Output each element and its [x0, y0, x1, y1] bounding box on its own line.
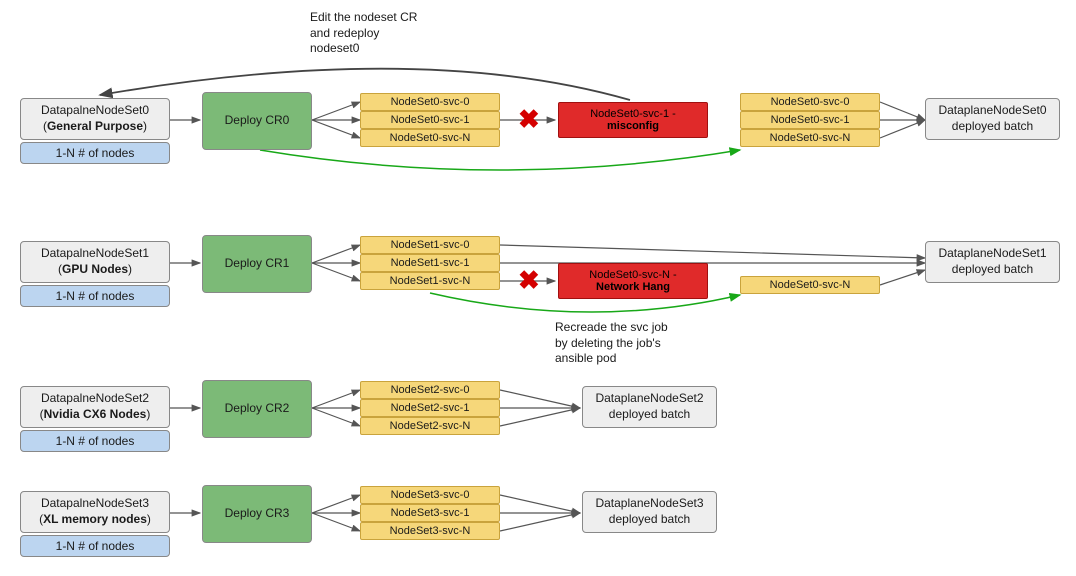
nodeset2-count: 1-N # of nodes — [20, 430, 170, 452]
row3-svc-1: NodeSet3-svc-1 — [360, 504, 500, 522]
nodeset3-subtitle: (XL memory nodes) — [39, 512, 151, 528]
nodeset2-box: DatapalneNodeSet2 (Nvidia CX6 Nodes) — [20, 386, 170, 428]
nodeset2-title: DatapalneNodeSet2 — [41, 391, 149, 407]
nodeset1-title: DatapalneNodeSet1 — [41, 246, 149, 262]
row0-svc2-0: NodeSet0-svc-0 — [740, 93, 880, 111]
row2-svc-0: NodeSet2-svc-0 — [360, 381, 500, 399]
nodeset0-box: DatapalneNodeSet0 (General Purpose) — [20, 98, 170, 140]
row0-error-title: NodeSet0-svc-1 - — [590, 108, 676, 120]
row3-svc-0: NodeSet3-svc-0 — [360, 486, 500, 504]
row0-svc-2: NodeSet0-svc-N — [360, 129, 500, 147]
row1-error: NodeSet0-svc-N - Network Hang — [558, 263, 708, 299]
row1-svc2-single: NodeSet0-svc-N — [740, 276, 880, 294]
row3-svc-2: NodeSet3-svc-N — [360, 522, 500, 540]
nodeset0-subtitle: (General Purpose) — [43, 119, 147, 135]
row0-svc-0: NodeSet0-svc-0 — [360, 93, 500, 111]
nodeset3-count: 1-N # of nodes — [20, 535, 170, 557]
row1-svc-2: NodeSet1-svc-N — [360, 272, 500, 290]
row2-result: DataplaneNodeSet2 deployed batch — [582, 386, 717, 428]
row1-svc-0: NodeSet1-svc-0 — [360, 236, 500, 254]
nodeset3-title: DatapalneNodeSet3 — [41, 496, 149, 512]
annotation-mid: Recreade the svc job by deleting the job… — [555, 320, 668, 367]
row3-result: DataplaneNodeSet3 deployed batch — [582, 491, 717, 533]
deploy3-box: Deploy CR3 — [202, 485, 312, 543]
deploy0-box: Deploy CR0 — [202, 92, 312, 150]
deploy1-box: Deploy CR1 — [202, 235, 312, 293]
row1-svc-1: NodeSet1-svc-1 — [360, 254, 500, 272]
row0-svc-1: NodeSet0-svc-1 — [360, 111, 500, 129]
row2-svc-1: NodeSet2-svc-1 — [360, 399, 500, 417]
nodeset2-subtitle: (Nvidia CX6 Nodes) — [40, 407, 151, 423]
nodeset3-box: DatapalneNodeSet3 (XL memory nodes) — [20, 491, 170, 533]
row0-error: NodeSet0-svc-1 - misconfig — [558, 102, 708, 138]
x-icon: ✖ — [518, 265, 540, 296]
row2-svc-2: NodeSet2-svc-N — [360, 417, 500, 435]
nodeset1-count: 1-N # of nodes — [20, 285, 170, 307]
nodeset0-count: 1-N # of nodes — [20, 142, 170, 164]
row0-svc2-2: NodeSet0-svc-N — [740, 129, 880, 147]
nodeset1-subtitle: (GPU Nodes) — [58, 262, 132, 278]
row0-result: DataplaneNodeSet0 deployed batch — [925, 98, 1060, 140]
row1-error-title: NodeSet0-svc-N - — [589, 269, 676, 281]
deploy2-box: Deploy CR2 — [202, 380, 312, 438]
annotation-top: Edit the nodeset CR and redeploy nodeset… — [310, 10, 417, 57]
row0-error-sub: misconfig — [607, 120, 659, 132]
nodeset1-box: DatapalneNodeSet1 (GPU Nodes) — [20, 241, 170, 283]
x-icon: ✖ — [518, 104, 540, 135]
row1-result: DataplaneNodeSet1 deployed batch — [925, 241, 1060, 283]
row0-svc2-1: NodeSet0-svc-1 — [740, 111, 880, 129]
row1-error-sub: Network Hang — [596, 281, 670, 293]
nodeset0-title: DatapalneNodeSet0 — [41, 103, 149, 119]
